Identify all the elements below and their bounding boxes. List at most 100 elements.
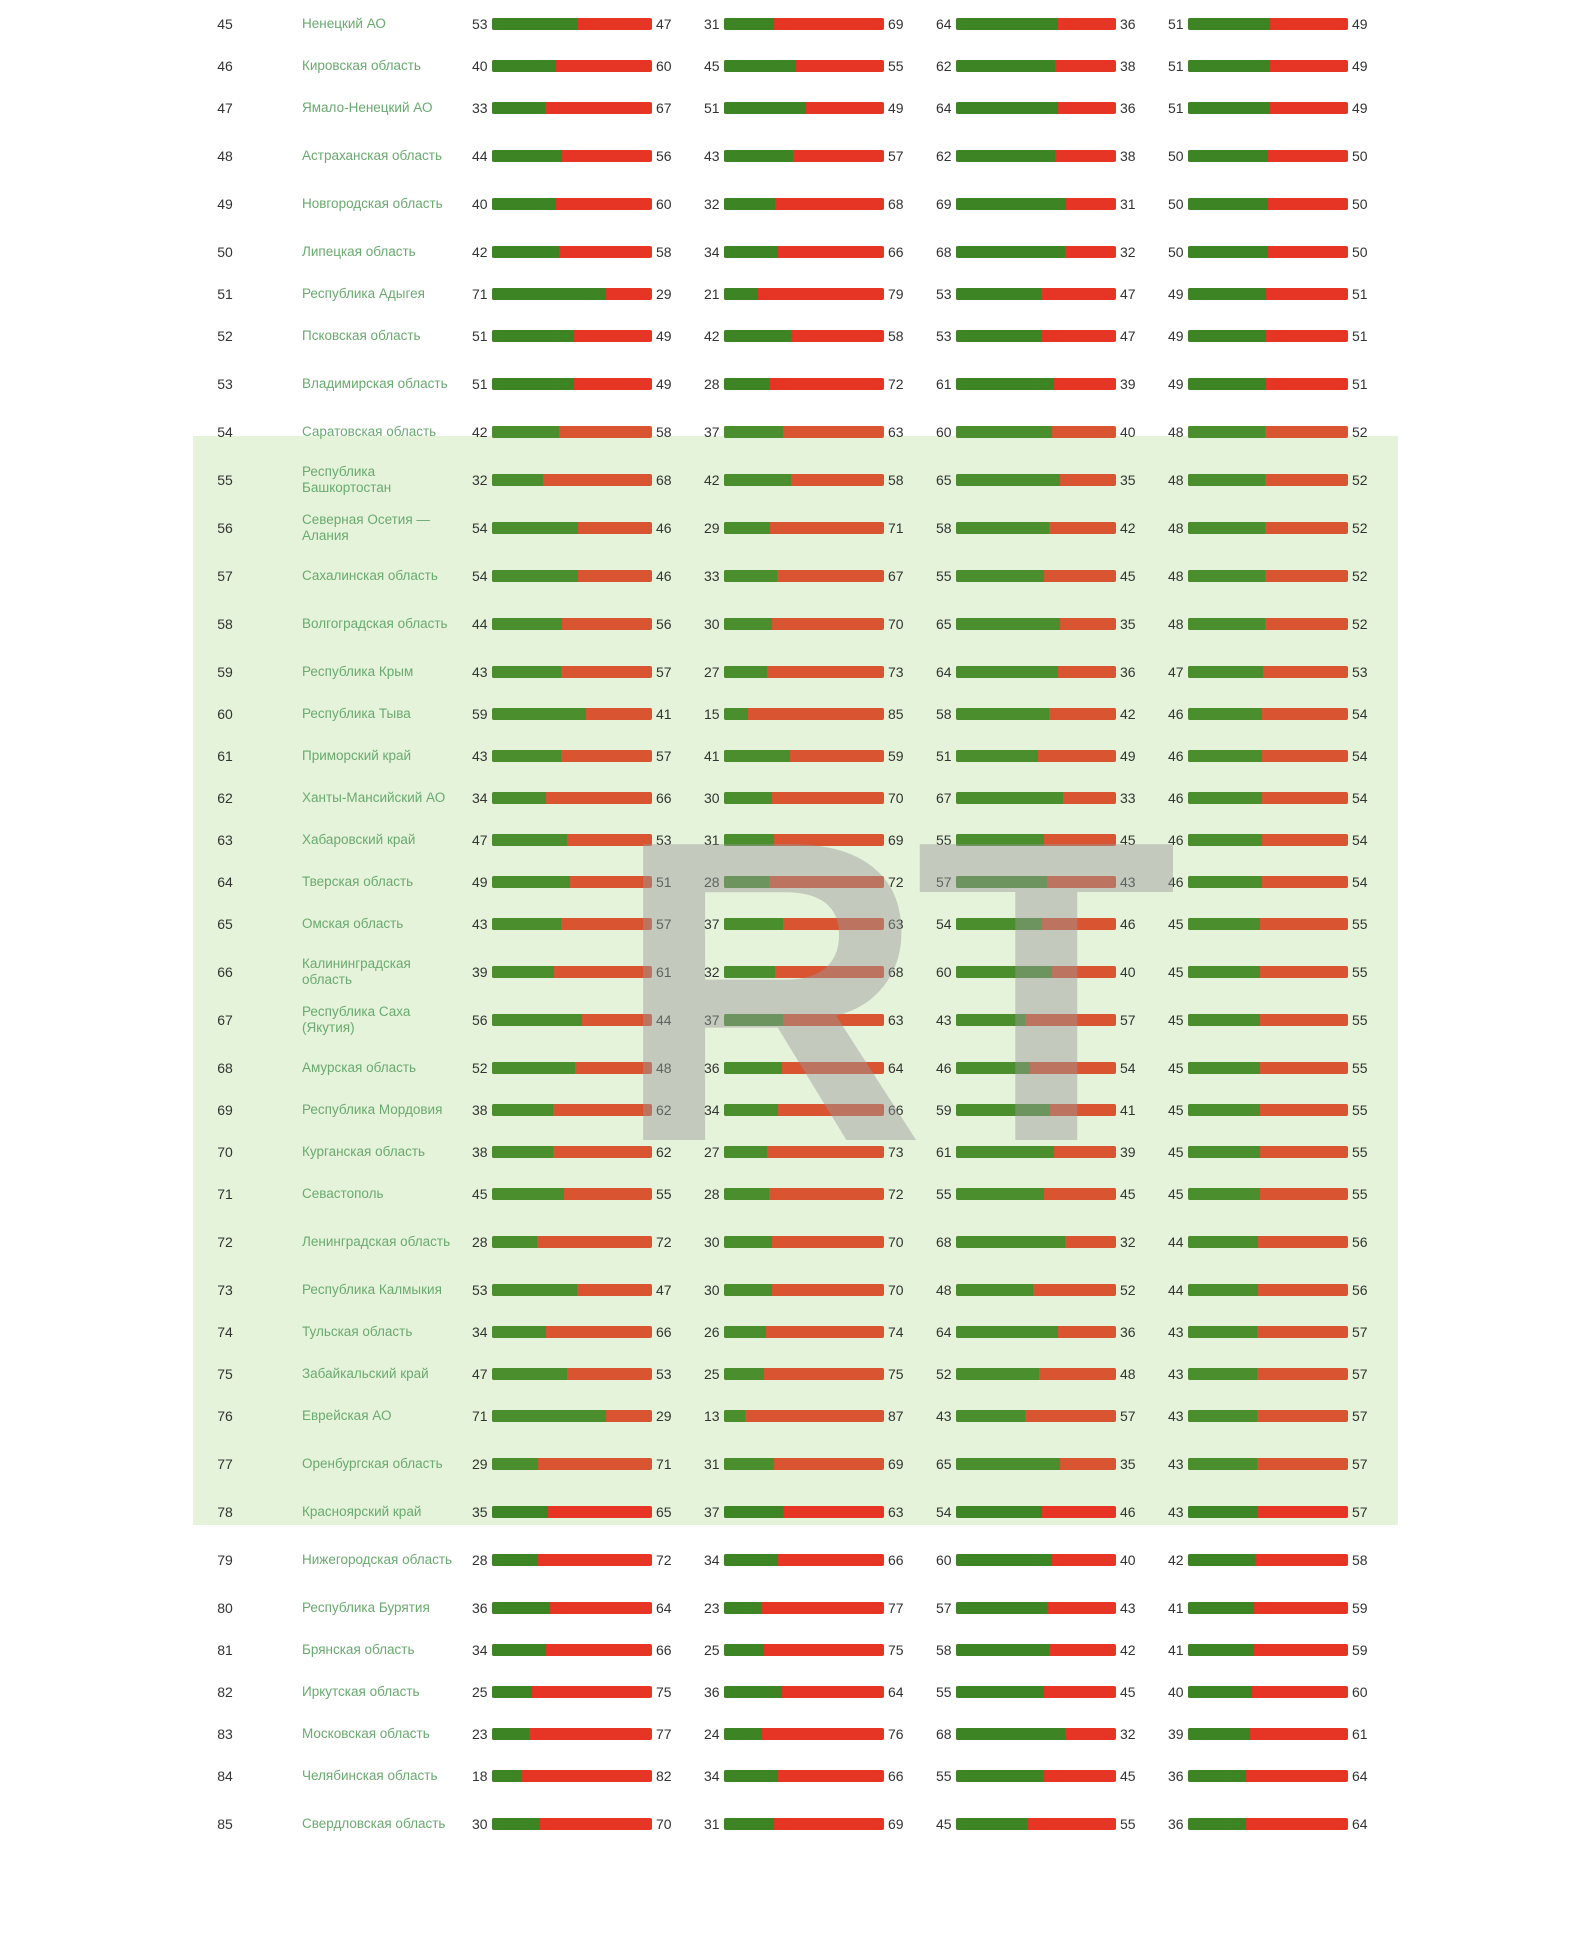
negative-value: 68 bbox=[656, 472, 672, 488]
ratio-bar bbox=[1188, 522, 1348, 534]
ratio-bar-positive bbox=[956, 246, 1065, 258]
positive-value: 53 bbox=[472, 16, 488, 32]
ratio-bar-positive bbox=[1188, 876, 1262, 888]
positive-value: 28 bbox=[704, 376, 720, 392]
negative-value: 64 bbox=[1352, 1768, 1368, 1784]
negative-value: 65 bbox=[656, 1504, 672, 1520]
negative-value: 54 bbox=[1352, 790, 1368, 806]
negative-value: 59 bbox=[1352, 1642, 1368, 1658]
ratio-bar-positive bbox=[956, 1686, 1044, 1698]
ratio-bar-positive bbox=[492, 60, 556, 72]
positive-value: 43 bbox=[1168, 1366, 1184, 1382]
positive-value: 45 bbox=[704, 58, 720, 74]
negative-value: 75 bbox=[656, 1684, 672, 1700]
ratio-bar bbox=[492, 1146, 652, 1158]
ratio-bar bbox=[492, 1602, 652, 1614]
positive-value: 60 bbox=[936, 964, 952, 980]
negative-value: 70 bbox=[888, 616, 904, 632]
ratio-bar bbox=[724, 1104, 884, 1116]
negative-value: 52 bbox=[1352, 616, 1368, 632]
region-name: Московская область bbox=[302, 1726, 430, 1741]
negative-value: 55 bbox=[1352, 1060, 1368, 1076]
ratio-bar-positive bbox=[1188, 1506, 1257, 1518]
negative-value: 47 bbox=[656, 1282, 672, 1298]
ratio-bar bbox=[492, 966, 652, 978]
ratio-bar-positive bbox=[1188, 1284, 1259, 1296]
positive-value: 25 bbox=[704, 1366, 720, 1382]
ratio-bar-positive bbox=[956, 18, 1059, 30]
ratio-bar bbox=[492, 1104, 652, 1116]
ratio-bar-positive bbox=[956, 570, 1044, 582]
ratio-bar-positive bbox=[492, 1368, 568, 1380]
positive-value: 45 bbox=[1168, 1012, 1184, 1028]
rank-label: 73 bbox=[217, 1282, 233, 1298]
ratio-bar bbox=[492, 522, 652, 534]
ratio-bar bbox=[956, 918, 1116, 930]
positive-value: 34 bbox=[704, 244, 720, 260]
positive-value: 64 bbox=[936, 664, 952, 680]
region-name: Республика Адыгея bbox=[302, 286, 425, 301]
rank-label: 48 bbox=[217, 148, 233, 164]
ratio-bar-positive bbox=[724, 1284, 772, 1296]
ratio-bar bbox=[492, 330, 652, 342]
ratio-bar-positive bbox=[492, 330, 574, 342]
rank-label: 71 bbox=[217, 1186, 233, 1202]
negative-value: 54 bbox=[1352, 832, 1368, 848]
negative-value: 47 bbox=[656, 16, 672, 32]
negative-value: 64 bbox=[888, 1684, 904, 1700]
negative-value: 29 bbox=[656, 1408, 672, 1424]
positive-value: 26 bbox=[704, 1324, 720, 1340]
positive-value: 47 bbox=[1168, 664, 1184, 680]
negative-value: 54 bbox=[1352, 706, 1368, 722]
negative-value: 42 bbox=[1120, 520, 1136, 536]
positive-value: 65 bbox=[936, 616, 952, 632]
ratio-bar-positive bbox=[1188, 792, 1262, 804]
ratio-bar bbox=[724, 1770, 884, 1782]
ratio-bar-positive bbox=[1188, 1554, 1256, 1566]
ratio-bar-positive bbox=[492, 1104, 553, 1116]
ratio-bar-positive bbox=[956, 750, 1038, 762]
positive-value: 28 bbox=[704, 874, 720, 890]
ratio-bar-positive bbox=[956, 1644, 1049, 1656]
positive-value: 51 bbox=[1168, 58, 1184, 74]
ratio-bar-positive bbox=[724, 1146, 768, 1158]
negative-value: 52 bbox=[1120, 1282, 1136, 1298]
ratio-bar-positive bbox=[724, 1728, 763, 1740]
region-name: Челябинская область bbox=[302, 1768, 438, 1783]
positive-value: 42 bbox=[704, 472, 720, 488]
positive-value: 39 bbox=[1168, 1726, 1184, 1742]
region-name: Нижегородская область bbox=[302, 1552, 453, 1567]
ratio-bar-positive bbox=[1188, 102, 1270, 114]
ratio-bar bbox=[956, 426, 1116, 438]
positive-value: 58 bbox=[936, 520, 952, 536]
ratio-bar-positive bbox=[724, 918, 784, 930]
ratio-bar bbox=[724, 1146, 884, 1158]
negative-value: 59 bbox=[1352, 1600, 1368, 1616]
negative-value: 53 bbox=[656, 1366, 672, 1382]
positive-value: 21 bbox=[704, 286, 720, 302]
rank-label: 54 bbox=[217, 424, 233, 440]
ratio-bar-positive bbox=[956, 1818, 1028, 1830]
rank-label: 85 bbox=[217, 1816, 233, 1832]
ratio-bar bbox=[1188, 1188, 1348, 1200]
positive-value: 36 bbox=[1168, 1816, 1184, 1832]
ratio-bar-positive bbox=[1188, 60, 1270, 72]
ratio-bar bbox=[724, 1062, 884, 1074]
ratio-bar-positive bbox=[1188, 708, 1262, 720]
rank-label: 47 bbox=[217, 100, 233, 116]
ratio-bar bbox=[724, 1188, 884, 1200]
ratio-bar-positive bbox=[956, 1236, 1065, 1248]
negative-value: 56 bbox=[656, 148, 672, 164]
negative-value: 51 bbox=[1352, 286, 1368, 302]
negative-value: 66 bbox=[888, 1768, 904, 1784]
ratio-bar-positive bbox=[1188, 198, 1268, 210]
ratio-bar-positive bbox=[956, 198, 1067, 210]
negative-value: 70 bbox=[656, 1816, 672, 1832]
ratio-bar-positive bbox=[1188, 750, 1262, 762]
ratio-bar-positive bbox=[956, 876, 1048, 888]
region-name: Новгородская область bbox=[302, 196, 443, 211]
region-name: Тульская область bbox=[302, 1324, 413, 1339]
ratio-bar bbox=[956, 1686, 1116, 1698]
ratio-bar bbox=[492, 150, 652, 162]
positive-value: 43 bbox=[1168, 1324, 1184, 1340]
